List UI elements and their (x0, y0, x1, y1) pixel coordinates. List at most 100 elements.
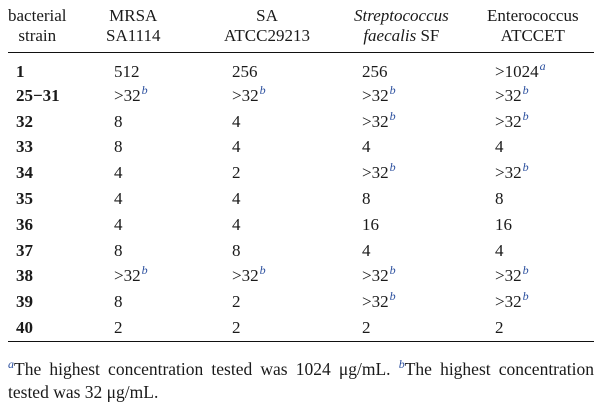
header-cell-content: bacterial strain (8, 6, 67, 46)
mic-value: 2 (495, 318, 504, 338)
strain-cell: 38 (16, 266, 33, 286)
mic-value: 256 (232, 62, 258, 81)
mic-value: >32 (114, 266, 141, 286)
mic-value: 2 (114, 318, 123, 338)
header-line: strain (18, 26, 57, 45)
table-row: 25−31 >32b >32b >32b >32b (8, 83, 594, 109)
table-body: 1 512 256 256 >1024a 25−31 >32b >32b >32b >32b 32 8… (8, 53, 594, 343)
mic-value-cell: >1024a (487, 53, 594, 84)
mic-value-cell: >32b (224, 264, 354, 290)
mic-value-cell: 4 (224, 135, 354, 161)
strain-cell: 25−31 (16, 85, 60, 105)
strain-cell: 32 (16, 111, 33, 131)
mic-value-cell: >32b (354, 264, 487, 290)
table-row: 32 8 4 >32b >32b (8, 109, 594, 135)
mic-value: >32 (114, 85, 141, 105)
mic-value: >32 (362, 111, 389, 131)
mic-value: 4 (232, 214, 241, 234)
footnote-ref: b (389, 82, 396, 97)
mic-value: >32 (362, 85, 389, 105)
mic-value: >1024 (495, 62, 539, 81)
mic-value-cell: 4 (106, 186, 224, 212)
mic-value-cell: 512 (106, 53, 224, 84)
mic-value-cell: 8 (106, 238, 224, 264)
footnote-ref: b (389, 160, 396, 175)
footnote-ref: b (141, 263, 148, 278)
mic-value-cell: 2 (106, 315, 224, 343)
mic-value-cell: >32b (487, 160, 594, 186)
mic-value-cell: 8 (487, 186, 594, 212)
table-row: 35 4 4 8 8 (8, 186, 594, 212)
mic-value-cell: 8 (106, 109, 224, 135)
mic-value: 4 (362, 137, 371, 157)
mic-value: 2 (362, 318, 371, 338)
header-cell-content: MRSA SA1114 (106, 6, 160, 46)
table-row: 1 512 256 256 >1024a (8, 53, 594, 84)
mic-value: 4 (362, 240, 371, 260)
mic-value-cell: 16 (487, 212, 594, 238)
strain-cell: 35 (16, 189, 33, 209)
table-row: 37 8 8 4 4 (8, 238, 594, 264)
footnote-ref: b (259, 82, 266, 97)
strain-cell: 33 (16, 137, 33, 157)
mic-value: >32 (495, 292, 522, 312)
header-cell-content: Enterococcus ATCCET (487, 6, 579, 46)
mic-value-cell: 4 (224, 109, 354, 135)
table-row: 33 8 4 4 4 (8, 135, 594, 161)
table-row: 34 4 2 >32b >32b (8, 160, 594, 186)
header-sa: SA ATCC29213 (224, 4, 354, 53)
mic-value-cell: >32b (106, 83, 224, 109)
header-line: MRSA (109, 6, 158, 25)
footnote-ref: b (522, 263, 529, 278)
mic-value: 2 (232, 163, 241, 183)
mic-value-cell: >32b (354, 160, 487, 186)
mic-value-cell: >32b (487, 289, 594, 315)
mic-value: 16 (495, 214, 512, 234)
strain-cell: 39 (16, 292, 33, 312)
footnote-ref: b (389, 289, 396, 304)
footnote-ref: b (522, 108, 529, 123)
header-bacterial-strain: bacterial strain (8, 4, 106, 53)
header-mrsa: MRSA SA1114 (106, 4, 224, 53)
mic-value-cell: >32b (354, 109, 487, 135)
mic-value: 4 (495, 137, 504, 157)
strain-cell: 34 (16, 163, 33, 183)
footnote-ref: b (389, 263, 396, 278)
footnote-mark-a: a (8, 357, 14, 371)
mic-value-cell: >32b (106, 264, 224, 290)
mic-value-cell: 4 (487, 135, 594, 161)
mic-value-cell: 4 (224, 212, 354, 238)
mic-value: >32 (495, 266, 522, 286)
table-row: 38 >32b >32b >32b >32b (8, 264, 594, 290)
table-row: 40 2 2 2 2 (8, 315, 594, 343)
footnote-ref: b (522, 160, 529, 175)
mic-value-cell: 4 (487, 238, 594, 264)
table-footnotes: aThe highest concentration tested was 10… (8, 358, 594, 404)
mic-value: >32 (495, 111, 522, 131)
mic-value-cell: 2 (487, 315, 594, 343)
footnote-ref: b (259, 263, 266, 278)
mic-value: 512 (114, 62, 140, 81)
mic-value: 256 (362, 62, 388, 81)
mic-value: >32 (495, 85, 522, 105)
mic-value: 4 (232, 111, 241, 131)
mic-value-cell: >32b (354, 289, 487, 315)
header-line: ATCCET (500, 26, 565, 45)
mic-value-cell: 16 (354, 212, 487, 238)
mic-value-cell: >32b (354, 83, 487, 109)
header-line: Enterococcus (487, 6, 579, 25)
strain-cell: 40 (8, 315, 106, 343)
mic-table: bacterial strain MRSA SA1114 SA ATCC2921… (8, 4, 594, 343)
footnote-b-text: The highest concentration tested was 32 … (8, 359, 594, 402)
mic-value-cell: 4 (224, 186, 354, 212)
mic-value-cell: 256 (224, 53, 354, 84)
mic-value: >32 (232, 266, 259, 286)
header-line: Streptococcus (354, 6, 449, 25)
header-cell-content: SA ATCC29213 (224, 6, 310, 46)
mic-value: >32 (232, 85, 259, 105)
mic-value-cell: 2 (224, 315, 354, 343)
mic-value-cell: 8 (106, 135, 224, 161)
mic-value: 4 (495, 240, 504, 260)
mic-value: 16 (362, 214, 379, 234)
